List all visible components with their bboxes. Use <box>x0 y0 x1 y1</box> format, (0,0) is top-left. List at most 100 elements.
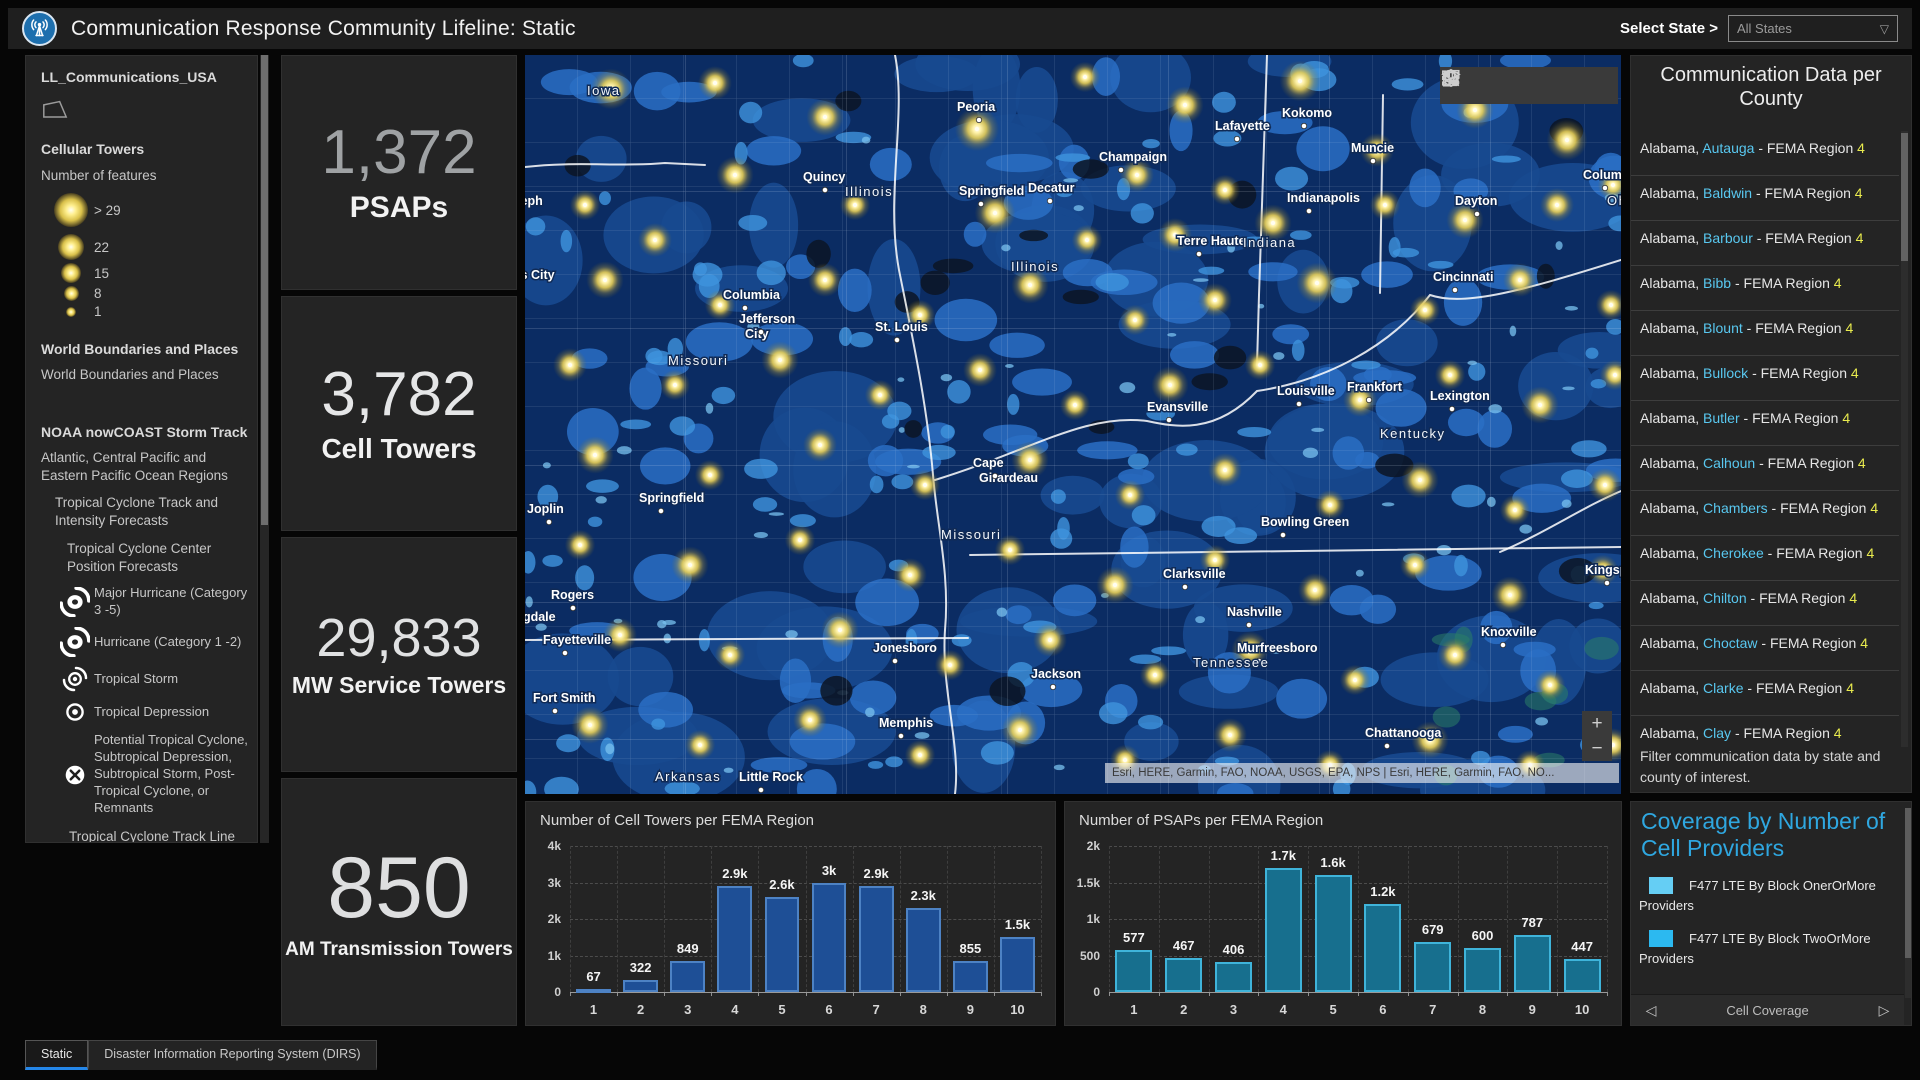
bar[interactable] <box>1414 942 1452 992</box>
map-canvas[interactable]: Iowa Joseph Peoria Lafayette Kokomo Muncie Cha… <box>525 55 1621 794</box>
bar-value-label: 600 <box>1471 928 1494 944</box>
basemap-grid-icon[interactable] <box>1442 67 1614 104</box>
noaa-storm-track-title: NOAA nowCOAST Storm Track <box>41 423 248 440</box>
county-list-scrollbar[interactable] <box>1901 131 1908 747</box>
bar[interactable] <box>811 882 847 992</box>
bar[interactable] <box>1364 904 1402 992</box>
select-state-label: Select State > <box>1620 20 1718 37</box>
bar[interactable] <box>1513 934 1551 992</box>
state-dropdown[interactable]: All States ▽ <box>1728 15 1898 42</box>
pager-next-icon[interactable]: ▷ <box>1878 1001 1890 1018</box>
cellular-class-label: 8 <box>94 286 102 301</box>
county-row[interactable]: Alabama, Chilton - FEMA Region 4 <box>1631 581 1899 626</box>
bar[interactable] <box>764 897 800 992</box>
bar[interactable] <box>1215 962 1252 992</box>
bar[interactable] <box>717 886 753 992</box>
noaa-legend-item: Tropical Storm <box>34 666 251 692</box>
legend-scrollbar[interactable] <box>260 55 269 843</box>
city-dot <box>1300 122 1308 130</box>
x-axis-tickmark <box>805 992 807 996</box>
county-row[interactable]: Alabama, Autauga - FEMA Region 4 <box>1631 131 1899 176</box>
pager-prev-icon[interactable]: ◁ <box>1645 1001 1657 1018</box>
gridline-v <box>1358 846 1359 992</box>
county-state: Alabama, <box>1640 635 1704 651</box>
cell-towers-chart: Number of Cell Towers per FEMA Region 0 1k… <box>525 801 1056 1026</box>
home-icon[interactable] <box>1442 67 1512 104</box>
bar[interactable] <box>905 908 941 992</box>
chart-title: Number of Cell Towers per FEMA Region <box>540 812 814 829</box>
track-line-label: Tropical Cyclone Track Line <box>69 828 236 843</box>
county-row[interactable]: Alabama, Blount - FEMA Region 4 <box>1631 311 1899 356</box>
gridline-v <box>1258 846 1260 992</box>
bar-value-label: 2.6k <box>769 877 795 893</box>
gridline-v <box>1507 846 1509 992</box>
county-state: Alabama, <box>1640 230 1704 246</box>
x-axis-label: 4 <box>731 1002 739 1017</box>
coverage-legend-item: F477 LTE By Block TwoOrMore Providers <box>1631 929 1911 968</box>
county-fema-text: - FEMA Region <box>1731 275 1834 291</box>
county-list-scrollbar-thumb[interactable] <box>1901 133 1908 261</box>
county-row[interactable]: Alabama, Calhoun - FEMA Region 4 <box>1631 446 1899 491</box>
bar-value-label: 406 <box>1222 942 1245 958</box>
bar[interactable] <box>576 989 611 993</box>
layers-icon[interactable] <box>1441 67 1580 104</box>
legend-scrollbar-thumb[interactable] <box>261 55 268 525</box>
county-fema-region: 4 <box>1833 725 1842 741</box>
county-row[interactable]: Alabama, Butler - FEMA Region 4 <box>1631 401 1899 446</box>
county-list: Alabama, Autauga - FEMA Region 4 Alabama,… <box>1631 131 1899 747</box>
tab-dirs[interactable]: Disaster Information Reporting System (D… <box>88 1040 377 1070</box>
cell-towers-label: Cell Towers <box>321 433 477 465</box>
x-axis-tickmark <box>1557 992 1559 996</box>
county-row[interactable]: Alabama, Baldwin - FEMA Region 4 <box>1631 176 1899 221</box>
county-state: Alabama, <box>1640 185 1704 201</box>
county-fema-region: 4 <box>1870 500 1879 516</box>
bar[interactable] <box>952 960 988 992</box>
bar[interactable] <box>858 886 894 992</box>
county-row[interactable]: Alabama, Cherokee - FEMA Region 4 <box>1631 536 1899 581</box>
city-dot <box>757 328 765 336</box>
county-fema-region: 4 <box>1850 365 1859 381</box>
dashboard-tabs: Static Disaster Information Reporting Sy… <box>25 1040 377 1070</box>
gridline-v <box>1407 846 1409 992</box>
county-row[interactable]: Alabama, Clay - FEMA Region 4 <box>1631 716 1899 747</box>
bar[interactable] <box>1563 959 1601 992</box>
bar[interactable] <box>670 961 706 992</box>
county-row[interactable]: Alabama, Bullock - FEMA Region 4 <box>1631 356 1899 401</box>
bar[interactable] <box>1464 948 1501 992</box>
city-dot <box>1165 416 1173 424</box>
county-row[interactable]: Alabama, Choctaw - FEMA Region 4 <box>1631 626 1899 671</box>
coverage-scrollbar-thumb[interactable] <box>1905 808 1911 958</box>
bar[interactable] <box>1115 949 1153 992</box>
city-label: Bowling Green <box>1261 515 1349 529</box>
county-fema-region: 4 <box>1857 455 1866 471</box>
coverage-scrollbar[interactable] <box>1905 808 1911 998</box>
county-row[interactable]: Alabama, Barbour - FEMA Region 4 <box>1631 221 1899 266</box>
zoom-out-button[interactable]: − <box>1591 737 1603 759</box>
number-of-features-label: Number of features <box>41 168 157 183</box>
city-label: Fayetteville <box>543 633 611 647</box>
bar[interactable] <box>1314 875 1352 992</box>
county-name: Clarke <box>1703 680 1744 696</box>
chart-title: Number of PSAPs per FEMA Region <box>1079 812 1324 829</box>
bar[interactable] <box>1165 957 1203 992</box>
gridline-v <box>1158 846 1160 992</box>
gridline-v <box>711 846 713 992</box>
county-row[interactable]: Alabama, Clarke - FEMA Region 4 <box>1631 671 1899 716</box>
stat-card-am-towers: 850 AM Transmission Towers <box>281 778 517 1026</box>
county-fema-text: - FEMA Region <box>1757 635 1861 651</box>
county-row[interactable]: Alabama, Chambers - FEMA Region 4 <box>1631 491 1899 536</box>
zoom-in-button[interactable]: + <box>1591 712 1603 734</box>
county-name: Cherokee <box>1703 545 1764 561</box>
city-dot <box>561 649 569 657</box>
tab-static[interactable]: Static <box>25 1040 89 1070</box>
x-axis-label: 10 <box>1574 1002 1590 1017</box>
noaa-region-label: Atlantic, Central Pacific and Eastern Pa… <box>41 449 228 483</box>
county-row[interactable]: Alabama, Bibb - FEMA Region 4 <box>1631 266 1899 311</box>
bar[interactable] <box>1000 937 1035 992</box>
tower-glow-dot <box>58 234 84 260</box>
bar[interactable] <box>1264 867 1302 992</box>
legend-list-icon[interactable] <box>1442 67 1546 104</box>
x-axis-tickmark <box>711 992 713 996</box>
bar[interactable] <box>623 980 659 992</box>
gridline-v <box>664 846 666 992</box>
